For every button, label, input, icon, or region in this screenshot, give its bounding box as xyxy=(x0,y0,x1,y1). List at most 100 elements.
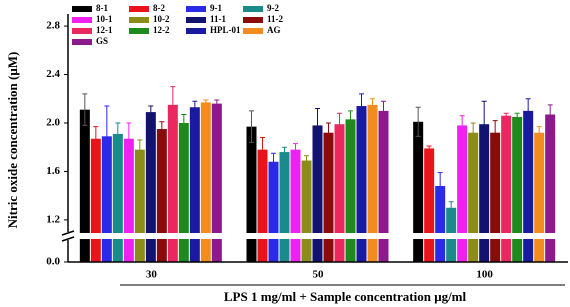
bar xyxy=(501,115,512,262)
error-bar xyxy=(426,145,432,152)
bar xyxy=(534,132,545,262)
legend-swatch xyxy=(186,28,206,34)
bar xyxy=(323,132,334,262)
legend-label: 10-2 xyxy=(153,14,170,24)
bar xyxy=(435,185,446,262)
error-bar xyxy=(470,122,476,143)
bar xyxy=(345,119,356,262)
error-bar xyxy=(82,93,88,126)
error-bar xyxy=(315,107,320,143)
bar xyxy=(545,114,556,263)
error-bar xyxy=(126,122,132,155)
y-tick-label: 0.0 xyxy=(46,256,60,268)
legend-label: 11-2 xyxy=(267,14,284,24)
legend-swatch xyxy=(72,6,92,12)
error-bar xyxy=(381,100,386,122)
error-bar xyxy=(203,99,209,106)
error-bar xyxy=(249,110,254,143)
axis-break xyxy=(62,233,568,239)
error-bar xyxy=(481,100,487,148)
error-bar xyxy=(415,106,421,137)
bar xyxy=(334,124,345,262)
error-bar xyxy=(271,152,276,171)
legend-swatch xyxy=(129,6,149,12)
x-tick-label: 50 xyxy=(313,269,325,281)
error-bar xyxy=(148,105,154,119)
legend-label: 11-1 xyxy=(210,14,227,24)
axis-break-mark xyxy=(61,230,75,242)
bar xyxy=(156,129,167,262)
legend-label: 10-1 xyxy=(96,14,113,24)
error-bar xyxy=(536,126,542,140)
x-tick-label: 100 xyxy=(476,269,493,281)
bar xyxy=(268,161,279,262)
error-bar xyxy=(359,93,364,119)
error-bar xyxy=(192,100,198,114)
bar xyxy=(90,138,101,262)
legend-swatch xyxy=(243,28,263,34)
legend-swatch xyxy=(186,6,206,12)
error-bar xyxy=(137,139,143,160)
error-bar xyxy=(525,98,531,124)
bar xyxy=(301,160,312,262)
bar xyxy=(523,110,534,262)
legend-label: 12-2 xyxy=(153,25,170,35)
y-tick-label: 2.0 xyxy=(46,117,60,129)
legend-swatch xyxy=(243,17,263,23)
legend-swatch xyxy=(72,28,92,34)
error-bar xyxy=(448,201,454,215)
bar xyxy=(479,124,490,262)
error-bar xyxy=(115,122,121,146)
legend-swatch xyxy=(129,28,149,34)
bar xyxy=(512,116,523,262)
error-bar xyxy=(514,112,520,122)
bar xyxy=(211,103,222,262)
legend-swatch xyxy=(186,17,206,23)
error-bar xyxy=(293,143,298,157)
bar xyxy=(123,138,134,262)
y-tick-label: 2.4 xyxy=(46,68,60,80)
error-bar xyxy=(304,155,309,166)
legend-swatch xyxy=(243,6,263,12)
bar xyxy=(378,110,389,262)
y-tick-label: 2.8 xyxy=(46,20,60,32)
error-bar xyxy=(503,112,509,119)
legend-label: HPL-01 xyxy=(210,25,241,35)
x-tick-label: 30 xyxy=(146,269,158,281)
bar xyxy=(167,104,178,262)
bar xyxy=(424,148,435,262)
error-bar xyxy=(159,121,165,137)
legend-label: 9-1 xyxy=(210,3,222,13)
bar xyxy=(200,102,211,263)
error-bar xyxy=(437,172,443,200)
legend-swatch xyxy=(129,17,149,23)
legend-swatch xyxy=(72,39,92,45)
bar xyxy=(457,125,468,262)
error-bar xyxy=(459,115,465,136)
error-bar xyxy=(492,120,498,146)
bar xyxy=(101,136,112,262)
y-tick-label: 1.2 xyxy=(46,213,60,225)
error-bar xyxy=(104,105,110,168)
legend-swatch xyxy=(72,17,92,23)
bar xyxy=(189,107,200,262)
error-bar xyxy=(348,110,353,129)
error-bar xyxy=(326,122,331,143)
error-bar xyxy=(260,137,265,163)
y-tick-label: 1.6 xyxy=(46,165,60,177)
x-axis-title: LPS 1 mg/ml + Sample concentration μg/ml xyxy=(224,289,467,304)
error-bar xyxy=(170,86,176,124)
bar xyxy=(468,132,479,262)
legend-label: GS xyxy=(96,36,108,46)
error-bar xyxy=(282,146,287,158)
error-bar xyxy=(337,112,342,136)
error-bar xyxy=(547,104,553,125)
bar xyxy=(367,104,378,262)
error-bar xyxy=(93,126,99,152)
bar xyxy=(290,149,301,262)
legend-label: 12-1 xyxy=(96,25,113,35)
bar xyxy=(490,132,501,262)
bar xyxy=(178,123,189,262)
error-bar xyxy=(214,99,220,108)
